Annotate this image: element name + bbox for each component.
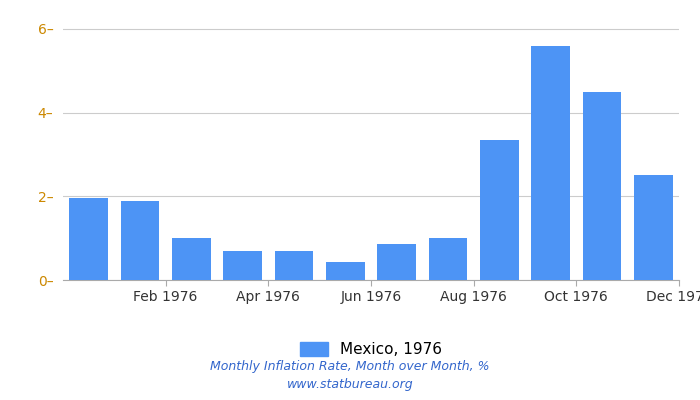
Text: Monthly Inflation Rate, Month over Month, %: Monthly Inflation Rate, Month over Month… bbox=[210, 360, 490, 373]
Bar bbox=[428, 238, 468, 280]
Bar bbox=[223, 251, 262, 280]
Bar bbox=[120, 201, 160, 280]
Bar bbox=[274, 251, 314, 280]
Bar bbox=[377, 244, 416, 280]
Text: www.statbureau.org: www.statbureau.org bbox=[287, 378, 413, 391]
Bar bbox=[326, 262, 365, 280]
Bar bbox=[531, 46, 570, 280]
Bar bbox=[582, 92, 622, 280]
Legend: Mexico, 1976: Mexico, 1976 bbox=[294, 336, 448, 363]
Bar bbox=[172, 238, 211, 280]
Bar bbox=[634, 175, 673, 280]
Bar bbox=[480, 140, 519, 280]
Bar bbox=[69, 198, 108, 280]
